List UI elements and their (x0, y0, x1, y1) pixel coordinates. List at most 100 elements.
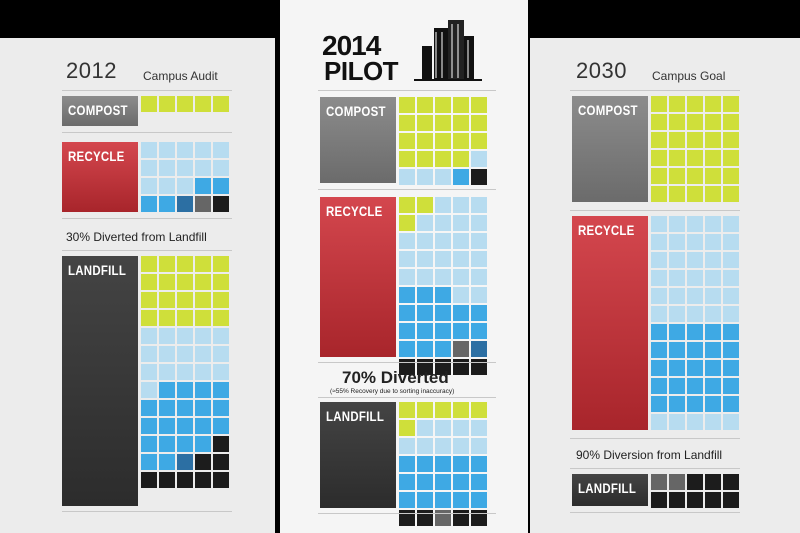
year-2030: 2030 (576, 58, 627, 83)
recycle-blue-square (399, 287, 415, 303)
landfill-square (687, 492, 703, 508)
recycle-blue-square (651, 360, 667, 376)
recycle-light-square (159, 364, 175, 380)
landfill-square (213, 436, 229, 452)
compost-square (417, 197, 433, 213)
recycle-light-square (417, 269, 433, 285)
recycle-blue-square (705, 324, 721, 340)
recycle-light-square (723, 306, 739, 322)
divider (570, 438, 740, 439)
recycle-light-square (399, 233, 415, 249)
recycle-light-square (213, 346, 229, 362)
recycle-light-square (213, 364, 229, 380)
recycle-blue-square (159, 454, 175, 470)
compost-square (471, 115, 487, 131)
compost-square (669, 150, 685, 166)
divider (318, 362, 496, 363)
recycle-light-square (417, 215, 433, 231)
recycle-dark-square (177, 196, 193, 212)
divider (62, 250, 232, 251)
compost-square (177, 256, 193, 272)
recycle-light-square (705, 288, 721, 304)
recycle-light-square (453, 233, 469, 249)
compost-square (159, 274, 175, 290)
compost-square (453, 97, 469, 113)
recycle-light-square (159, 160, 175, 176)
recycle-blue-square (141, 418, 157, 434)
recycle-light-square (651, 216, 667, 232)
compost-label: COMPOST (326, 103, 386, 119)
recycle-light-square (651, 270, 667, 286)
recycle-blue-square (687, 324, 703, 340)
compost-square (195, 96, 211, 112)
recycle-blue-square (723, 342, 739, 358)
compost-square (417, 97, 433, 113)
recycle-block-2012: RECYCLE (62, 142, 138, 212)
compost-square (195, 256, 211, 272)
subtitle-campus-goal: Campus Goal (652, 69, 726, 83)
divider (570, 90, 740, 91)
compost-block-2012: COMPOST (62, 96, 138, 126)
recycle-blue-square (213, 178, 229, 194)
recycle-light-square (651, 252, 667, 268)
recycle-blue-square (399, 341, 415, 357)
compost-square (723, 150, 739, 166)
recycle-blue-square (435, 492, 451, 508)
recycle-light-square (159, 142, 175, 158)
compost-square (399, 215, 415, 231)
landfill-square (669, 492, 685, 508)
compost-square (177, 292, 193, 308)
compost-square (687, 132, 703, 148)
landfill-label: LANDFILL (68, 262, 127, 278)
recycle-blue-square (141, 196, 157, 212)
recycle-blue-square (399, 456, 415, 472)
compost-square (453, 115, 469, 131)
panel-2012: 2012 Campus Audit COMPOST RECYCLE 30% Di… (0, 38, 275, 533)
recycle-blue-square (159, 400, 175, 416)
recycle-blue-square (177, 382, 193, 398)
compost-square (141, 256, 157, 272)
compost-square (399, 151, 415, 167)
recycle-blue-square (471, 474, 487, 490)
gray-square (651, 474, 667, 490)
divider (318, 189, 496, 190)
compost-square (723, 168, 739, 184)
compost-square (417, 151, 433, 167)
recycle-light-square (705, 306, 721, 322)
compost-square (471, 402, 487, 418)
compost-square (435, 115, 451, 131)
recycle-blue-square (213, 382, 229, 398)
recycle-light-square (141, 142, 157, 158)
compost-square (141, 96, 157, 112)
recycle-blue-square (399, 305, 415, 321)
compost-square (453, 133, 469, 149)
landfill-square (687, 474, 703, 490)
divider (570, 512, 740, 513)
recycle-blue-square (471, 492, 487, 508)
recycle-light-square (687, 306, 703, 322)
recycle-blue-square (435, 323, 451, 339)
compost-square (177, 310, 193, 326)
compost-square (213, 256, 229, 272)
recycle-light-square (435, 215, 451, 231)
compost-square (417, 402, 433, 418)
landfill-block-2014: LANDFILL (320, 402, 396, 508)
compost-square (435, 151, 451, 167)
recycle-blue-square (177, 400, 193, 416)
compost-square (159, 292, 175, 308)
landfill-square (705, 474, 721, 490)
recycle-light-square (471, 151, 487, 167)
recycle-light-square (453, 438, 469, 454)
compost-block-2030: COMPOST (572, 96, 648, 202)
recycle-blue-square (651, 324, 667, 340)
landfill-square (471, 510, 487, 526)
compost-square (669, 168, 685, 184)
compost-square (723, 132, 739, 148)
recycle-light-square (669, 288, 685, 304)
landfill-block-2012: LANDFILL (62, 256, 138, 506)
compost-square (159, 310, 175, 326)
recycle-light-square (177, 142, 193, 158)
landfill-square (723, 474, 739, 490)
recycle-blue-square (453, 169, 469, 185)
recycle-light-square (177, 346, 193, 362)
